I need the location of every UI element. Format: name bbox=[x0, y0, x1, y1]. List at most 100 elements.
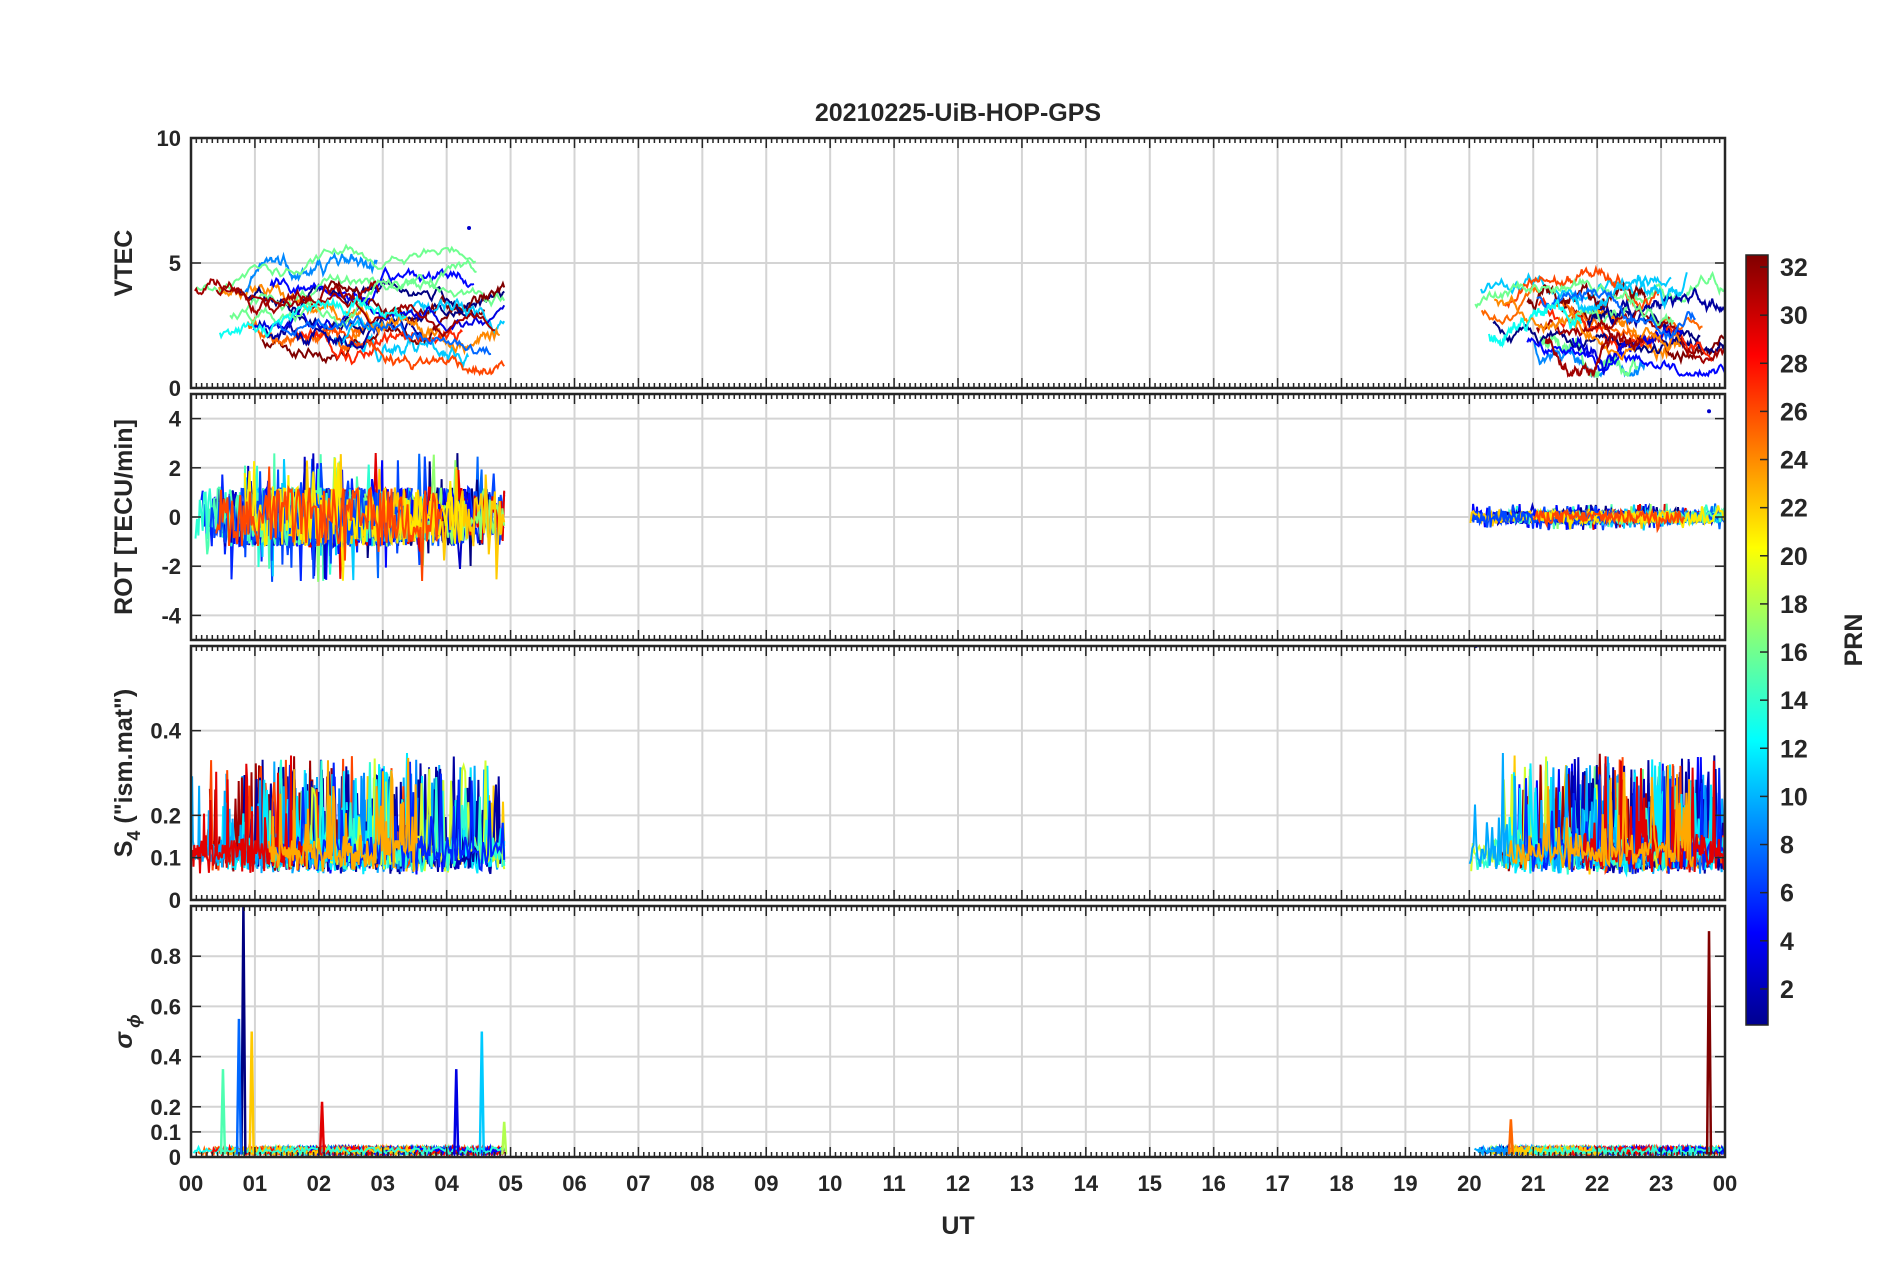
colorbar-tick-label: 20 bbox=[1780, 543, 1808, 571]
x-tick-label: 11 bbox=[882, 1171, 905, 1196]
colorbar-tick-label: 28 bbox=[1780, 350, 1808, 378]
y-tick-label: 0 bbox=[169, 505, 181, 530]
colorbar-tick-label: 16 bbox=[1780, 639, 1808, 667]
y-tick-label: 0.6 bbox=[150, 994, 181, 1019]
trace-prn-31 bbox=[1544, 331, 1644, 379]
x-tick-label: 15 bbox=[1138, 1171, 1162, 1196]
y-tick-label: 0.8 bbox=[150, 944, 181, 969]
trace-prn-4 bbox=[252, 297, 506, 334]
data-traces bbox=[191, 646, 1725, 878]
x-tick-label: 05 bbox=[498, 1171, 522, 1196]
trace-prn-25 bbox=[1480, 284, 1703, 344]
spike bbox=[318, 1101, 326, 1155]
trace-prn-24 bbox=[345, 305, 500, 356]
x-tick-label: 18 bbox=[1329, 1171, 1353, 1196]
y-tick-label: 2 bbox=[169, 456, 181, 481]
colorbar-gradient bbox=[1745, 254, 1769, 1026]
x-tick-labels: 00 01 02 03 04 05 06 07 08 09 10 11 12 13 14 15 16 17 18 19… bbox=[179, 1171, 1737, 1196]
x-tick-label: 22 bbox=[1585, 1171, 1609, 1196]
trace-prn-5 bbox=[1526, 337, 1725, 379]
x-tick-label: 13 bbox=[1010, 1171, 1034, 1196]
spike bbox=[1507, 1119, 1515, 1155]
colorbar-tick-label: 30 bbox=[1780, 302, 1808, 330]
x-tick-label: 20 bbox=[1457, 1171, 1481, 1196]
peak-marker bbox=[467, 226, 472, 230]
colorbar-tick-label: 24 bbox=[1780, 447, 1808, 475]
panel-rot: -4 -2 0 2 4 ROT [TECU/min] bbox=[110, 392, 1727, 642]
y-axis-label: S4 ("ism.mat") bbox=[110, 689, 144, 858]
x-tick-label: 21 bbox=[1521, 1171, 1545, 1196]
trace-prn-8 bbox=[1536, 286, 1696, 343]
colorbar-tick-label: 14 bbox=[1780, 687, 1808, 715]
x-tick-label: 16 bbox=[1201, 1171, 1225, 1196]
y-axis-label: ROT [TECU/min] bbox=[110, 419, 138, 615]
trace-prn-32 bbox=[261, 305, 486, 365]
colorbar-tick-label: 18 bbox=[1780, 591, 1808, 619]
spike bbox=[453, 1069, 460, 1155]
spike bbox=[501, 1121, 508, 1155]
y-tick-label: 5 bbox=[169, 251, 181, 276]
spike bbox=[248, 1031, 255, 1155]
x-tick-label: 00 bbox=[1713, 1171, 1737, 1196]
trace-prn-24 bbox=[1493, 294, 1682, 361]
trace-prn-2 bbox=[1595, 287, 1725, 329]
y-tick-label: 0 bbox=[169, 888, 181, 913]
chart-title: 20210225-UiB-HOP-GPS bbox=[815, 99, 1101, 127]
x-axis-label: UT bbox=[941, 1212, 974, 1240]
data-traces bbox=[194, 409, 1725, 582]
x-tick-label: 03 bbox=[371, 1171, 395, 1196]
y-tick-label: 0 bbox=[169, 376, 181, 401]
x-tick-label: 06 bbox=[562, 1171, 586, 1196]
y-tick-label: -2 bbox=[161, 554, 181, 579]
y-tick-label: 0.2 bbox=[150, 1095, 181, 1120]
panel-sigmaphi: 00.10.2 0.4 0.6 0.8 σϕ bbox=[110, 904, 1727, 1170]
trace-prn-14 bbox=[217, 1144, 505, 1157]
trace-prn-14 bbox=[1527, 1143, 1723, 1157]
spike bbox=[478, 1031, 485, 1155]
x-tick-label: 14 bbox=[1074, 1171, 1099, 1196]
trace-prn-9 bbox=[244, 250, 378, 294]
x-tick-label: 09 bbox=[754, 1171, 778, 1196]
spike bbox=[1705, 931, 1713, 1155]
y-axis-label: σϕ bbox=[110, 1014, 144, 1048]
trace-prn-16 bbox=[229, 258, 477, 329]
y-tick-label: 0.1 bbox=[150, 846, 181, 871]
x-tick-label: 04 bbox=[434, 1171, 459, 1196]
spike bbox=[235, 1018, 243, 1155]
trace-prn-26 bbox=[1532, 507, 1686, 534]
y-tick-label: -4 bbox=[161, 603, 181, 628]
y-axis-label: VTEC bbox=[110, 230, 138, 297]
trace-prn-16 bbox=[1474, 276, 1675, 327]
trace-prn-31 bbox=[194, 278, 380, 317]
y-tick-label: 0.1 bbox=[150, 1120, 181, 1145]
trace-prn-29 bbox=[191, 755, 306, 874]
x-tick-label: 17 bbox=[1265, 1171, 1289, 1196]
trace-prn-31 bbox=[215, 286, 495, 339]
panel-s4: 0 0.1 0.2 0.4S4 ("ism.mat") bbox=[110, 644, 1727, 913]
y-tick-label: 0.2 bbox=[150, 803, 181, 828]
colorbar-tick-label: 4 bbox=[1780, 928, 1794, 956]
spike bbox=[219, 1069, 227, 1155]
y-tick-label: 0 bbox=[169, 1145, 181, 1170]
y-tick-label: 0.4 bbox=[150, 1045, 181, 1070]
colorbar-tick-label: 10 bbox=[1780, 783, 1808, 811]
x-tick-label: 01 bbox=[243, 1171, 267, 1196]
x-ticks bbox=[190, 138, 1726, 388]
x-tick-label: 10 bbox=[818, 1171, 842, 1196]
y-tick-label: 10 bbox=[157, 126, 181, 151]
x-tick-label: 07 bbox=[626, 1171, 650, 1196]
x-ticks bbox=[190, 906, 1726, 1157]
x-tick-label: 19 bbox=[1393, 1171, 1417, 1196]
x-tick-label: 08 bbox=[690, 1171, 714, 1196]
x-ticks bbox=[190, 394, 1726, 640]
x-tick-label: 00 bbox=[179, 1171, 203, 1196]
x-tick-label: 12 bbox=[946, 1171, 970, 1196]
y-tick-label: 0.4 bbox=[150, 719, 181, 744]
trace-prn-23 bbox=[1506, 765, 1695, 871]
colorbar-tick-label: 32 bbox=[1780, 254, 1808, 282]
colorbar-tick-label: 8 bbox=[1780, 832, 1794, 860]
trace-prn-26 bbox=[215, 466, 443, 582]
